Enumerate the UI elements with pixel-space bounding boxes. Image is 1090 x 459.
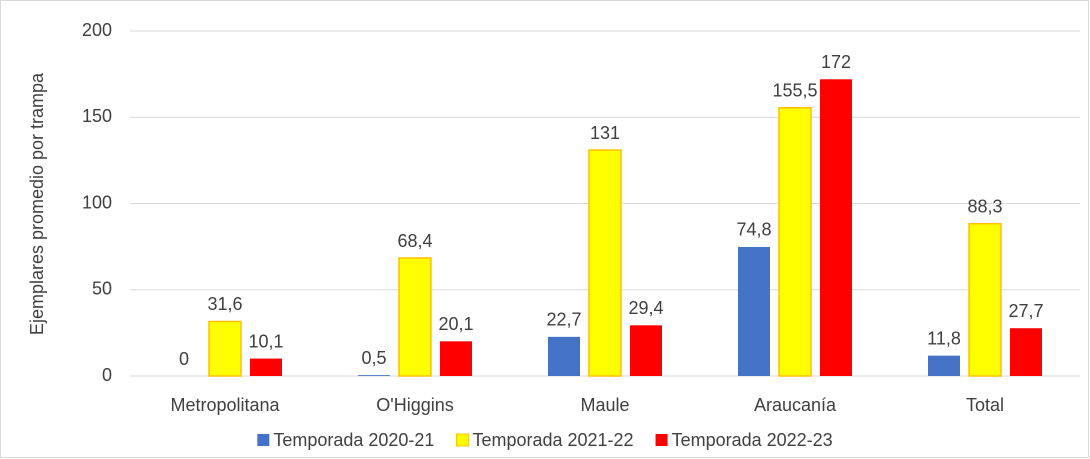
y-axis-label: Ejemplares promedio por trampa — [27, 72, 47, 335]
x-tick-label: Maule — [580, 395, 629, 415]
bar — [208, 320, 242, 377]
value-label: 31,6 — [207, 294, 242, 314]
bar — [928, 355, 960, 376]
x-tick-label: Total — [966, 395, 1004, 415]
value-label: 172 — [821, 52, 851, 72]
bar — [588, 149, 622, 377]
legend-label: Temporada 2020-21 — [273, 430, 434, 450]
value-label: 0 — [179, 349, 189, 369]
value-label: 155,5 — [772, 81, 817, 101]
legend-label: Temporada 2022-23 — [672, 430, 833, 450]
x-tick-label: Araucanía — [754, 395, 837, 415]
bar — [440, 341, 472, 376]
x-tick-label: O'Higgins — [376, 395, 453, 415]
y-tick-label: 100 — [82, 192, 112, 212]
value-label: 0,5 — [361, 348, 386, 368]
y-tick-label: 150 — [82, 106, 112, 126]
legend-swatch — [257, 434, 270, 446]
bar — [358, 375, 390, 376]
bar — [398, 257, 432, 377]
x-tick-label: Metropolitana — [170, 395, 280, 415]
value-label: 88,3 — [967, 196, 1002, 216]
bar — [1010, 328, 1042, 376]
value-label: 68,4 — [397, 231, 432, 251]
value-label: 10,1 — [248, 331, 283, 351]
value-label: 74,8 — [736, 220, 771, 240]
bar — [820, 79, 852, 377]
value-label: 22,7 — [546, 310, 581, 330]
bar — [738, 246, 770, 376]
legend-label: Temporada 2021-22 — [472, 430, 633, 450]
legend-swatch — [455, 433, 469, 447]
value-label: 29,4 — [628, 298, 663, 318]
bar — [968, 222, 1002, 377]
legend-swatch — [655, 434, 668, 446]
bar — [250, 358, 282, 376]
bar — [548, 336, 580, 376]
value-label: 27,7 — [1008, 301, 1043, 321]
y-tick-label: 200 — [82, 20, 112, 40]
bar — [630, 325, 662, 376]
value-label: 20,1 — [438, 314, 473, 334]
y-tick-label: 0 — [102, 365, 112, 385]
value-label: 11,8 — [927, 328, 961, 348]
y-tick-label: 50 — [92, 279, 112, 299]
bar — [778, 107, 812, 377]
value-label: 131 — [590, 123, 620, 143]
